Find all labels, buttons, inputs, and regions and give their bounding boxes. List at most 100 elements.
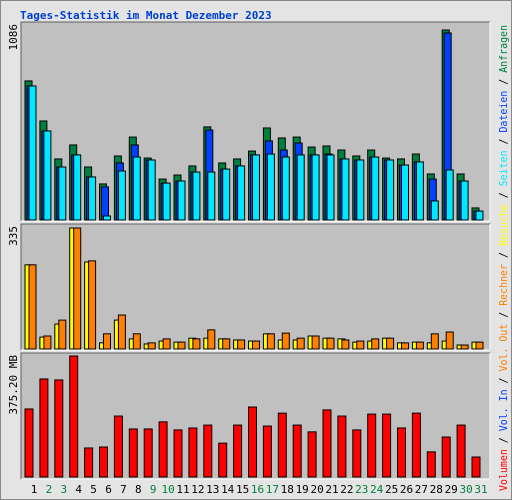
bar <box>352 429 362 478</box>
bar <box>222 338 231 350</box>
y-tick-label: 375.20 MB <box>7 355 20 415</box>
legend-separator: / <box>497 431 510 449</box>
bar <box>460 344 469 350</box>
bar <box>58 319 67 350</box>
legend-entry: Volumen <box>497 449 510 491</box>
x-tick-label: 12 <box>191 483 204 496</box>
bar <box>237 339 246 350</box>
panel <box>20 223 491 351</box>
bar <box>296 337 305 350</box>
x-tick-label: 21 <box>325 483 338 496</box>
bar <box>177 180 186 221</box>
legend-entry: Anfragen <box>497 25 510 73</box>
bar <box>128 428 138 478</box>
bar <box>411 412 421 478</box>
bar <box>307 431 317 478</box>
bar <box>177 341 186 350</box>
bar <box>192 338 201 350</box>
x-tick-label: 18 <box>281 483 294 496</box>
bar <box>192 171 201 221</box>
x-tick-label: 9 <box>150 483 157 496</box>
legend: Volumen / Vol. In / Vol. Out / Rechner /… <box>497 25 510 491</box>
bar <box>132 156 141 221</box>
bar <box>233 424 243 478</box>
bar <box>99 446 108 478</box>
bar <box>322 409 332 478</box>
bar <box>24 408 34 478</box>
bar <box>173 429 183 478</box>
bar <box>162 182 171 221</box>
bar <box>113 415 123 478</box>
legend-entry: Vol. Out <box>497 324 510 372</box>
bar <box>54 379 64 478</box>
legend-separator: / <box>497 73 510 91</box>
x-tick-label: 27 <box>415 483 428 496</box>
bar <box>252 154 260 221</box>
x-tick-label: 31 <box>474 483 487 496</box>
bar <box>266 333 275 350</box>
bar <box>162 338 171 350</box>
bar <box>73 227 82 350</box>
bar <box>441 436 451 478</box>
legend-entry: Besuche <box>497 204 510 246</box>
bar <box>69 355 79 478</box>
x-tick-label: 8 <box>135 483 142 496</box>
bar <box>426 451 436 478</box>
bar <box>218 442 228 478</box>
bar <box>88 176 97 221</box>
bar <box>147 342 156 350</box>
x-tick-label: 2 <box>46 483 53 496</box>
bar <box>143 428 153 478</box>
bar <box>415 161 424 221</box>
legend-separator: / <box>497 186 510 204</box>
bar <box>207 171 216 221</box>
bar <box>475 210 484 221</box>
bar <box>248 406 257 478</box>
bar <box>103 333 111 350</box>
bar <box>203 424 213 478</box>
bar <box>262 425 272 478</box>
bar <box>222 168 231 221</box>
x-tick-label: 11 <box>176 483 189 496</box>
bar <box>207 329 216 350</box>
bar <box>281 332 290 350</box>
bar <box>158 421 168 478</box>
x-tick-label: 6 <box>105 483 112 496</box>
x-tick-label: 17 <box>266 483 279 496</box>
bar <box>341 339 350 350</box>
bar <box>371 338 380 350</box>
x-tick-label: 28 <box>430 483 443 496</box>
legend-separator: / <box>497 133 510 151</box>
bar <box>43 130 52 221</box>
bar <box>292 424 302 478</box>
bar <box>475 341 484 350</box>
x-tick-label: 13 <box>206 483 219 496</box>
bar <box>371 156 380 221</box>
x-tick-label: 5 <box>90 483 97 496</box>
x-tick-label: 7 <box>120 483 127 496</box>
legend-separator: / <box>497 246 510 264</box>
bar <box>326 337 335 350</box>
bar <box>252 340 260 350</box>
x-tick-label: 29 <box>445 483 458 496</box>
bar <box>401 164 409 221</box>
bar <box>103 215 111 221</box>
bar <box>356 340 365 350</box>
bar <box>382 413 392 478</box>
chart-title: Tages-Statistik im Monat Dezember 2023 <box>20 9 272 22</box>
bar <box>58 166 67 221</box>
bar <box>445 169 454 221</box>
bar <box>401 342 409 350</box>
bar <box>341 158 350 221</box>
bar <box>337 415 347 478</box>
bar <box>43 335 52 350</box>
x-tick-label: 19 <box>296 483 309 496</box>
bar <box>471 456 481 478</box>
x-tick-label: 26 <box>400 483 413 496</box>
bar <box>430 333 439 350</box>
y-tick-label: 335 <box>7 226 20 246</box>
x-tick-label: 4 <box>75 483 82 496</box>
x-tick-label: 3 <box>60 483 67 496</box>
bar <box>311 335 320 350</box>
